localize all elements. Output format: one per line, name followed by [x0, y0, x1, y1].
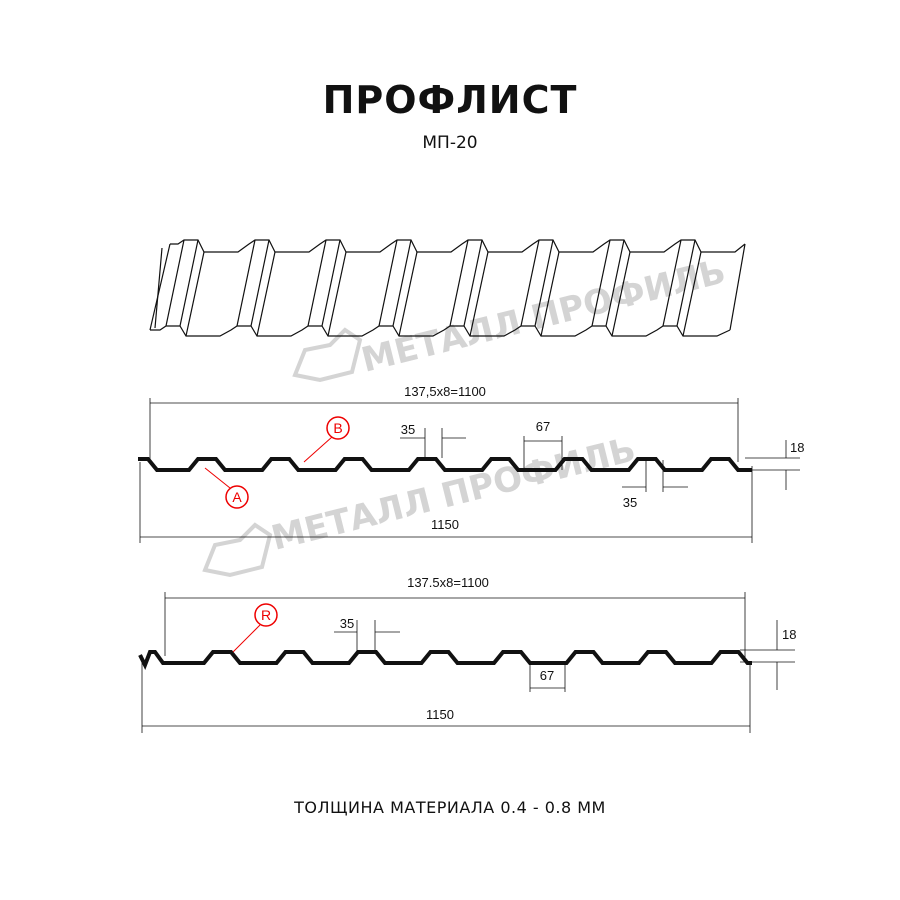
sheet-edge-line	[520, 239, 540, 327]
sheet-edge-line	[378, 239, 398, 327]
sheet-edge-line	[154, 247, 163, 329]
sheet-edge-line	[150, 325, 731, 337]
watermark-logo-icon	[292, 327, 363, 383]
profile-a-dim-35-bottom	[622, 460, 688, 492]
profile-a-dim-35-top	[400, 428, 466, 458]
profile-r-height-label: 18	[782, 627, 796, 642]
watermark-bottom: МЕТАЛЛ ПРОФИЛЬ	[202, 430, 640, 578]
sheet-edge-line	[540, 251, 560, 337]
sheet-edge-line	[327, 251, 347, 337]
sheet-edge-line	[605, 239, 625, 327]
marker-b-label: B	[333, 420, 342, 436]
sheet-edge-line	[179, 239, 199, 327]
profile-a-dimension-span	[149, 398, 739, 462]
sheet-edge-line	[250, 239, 270, 327]
marker-r-label: R	[261, 607, 271, 623]
sheet-edge-line	[321, 239, 341, 327]
profile-r-dim-67	[529, 662, 566, 692]
sheet-edge-line	[463, 239, 483, 327]
marker-a-label: A	[232, 489, 242, 505]
marker-b: B	[303, 416, 350, 463]
profile-a-total-label: 1150	[431, 517, 459, 532]
profile-r-span-label: 137.5x8=1100	[407, 575, 489, 590]
watermark-logo-icon	[202, 522, 273, 578]
profile-r-dimension-span	[164, 592, 746, 660]
profile-r-top-width-label: 35	[340, 616, 354, 631]
profile-a-top-width-label: 35	[401, 422, 415, 437]
sheet-edge-line	[449, 239, 469, 327]
profile-r-total-label: 1150	[426, 707, 454, 722]
watermark-text: МЕТАЛЛ ПРОФИЛЬ	[268, 430, 640, 559]
sheet-edge-line	[591, 239, 611, 327]
sheet-edge-line	[170, 239, 746, 253]
profile-a-bottom-top-width-label: 35	[623, 495, 637, 510]
sheet-edge-line	[662, 239, 682, 327]
sheet-edge-line	[534, 239, 554, 327]
sheet-edge-line	[398, 251, 418, 337]
sheet-edge-line	[392, 239, 412, 327]
profile-r-bottom-width-label: 67	[540, 668, 554, 683]
page-title: ПРОФЛИСТ	[322, 78, 578, 122]
sheet-edge-line	[149, 243, 171, 331]
sheet-edge-line	[256, 251, 276, 337]
profile-a-dim-67	[523, 436, 563, 470]
sheet-edge-line	[165, 239, 185, 327]
profile-a-span-label: 137,5x8=1100	[404, 384, 486, 399]
watermark-top: МЕТАЛЛ ПРОФИЛЬ	[292, 252, 730, 383]
sheet-edge-line	[682, 251, 702, 337]
marker-r: R	[232, 603, 278, 653]
profile-r-dim-18	[740, 620, 795, 690]
profile-a-shape	[138, 457, 752, 472]
marker-a: A	[204, 467, 249, 509]
sheet-edge-line	[676, 239, 696, 327]
profile-r-dimension-total	[141, 655, 751, 733]
sheet-edge-line	[729, 243, 746, 331]
material-thickness-note: ТОЛЩИНА МАТЕРИАЛА 0.4 - 0.8 ММ	[294, 798, 606, 817]
profile-a-bottom-width-label: 67	[536, 419, 550, 434]
profile-a-height-label: 18	[790, 440, 804, 455]
sheet-edge-line	[236, 239, 256, 327]
sheet-3d-view	[149, 239, 746, 337]
page-subtitle: МП-20	[422, 133, 478, 153]
sheet-edge-line	[185, 251, 205, 337]
sheet-edge-line	[611, 251, 631, 337]
sheet-edge-line	[469, 251, 489, 337]
sheet-edge-line	[307, 239, 327, 327]
profile-r-dim-35	[334, 620, 400, 652]
profile-a-dimension-total	[139, 462, 753, 543]
profile-r-shape	[138, 650, 752, 670]
profile-a-dim-18	[745, 440, 800, 490]
